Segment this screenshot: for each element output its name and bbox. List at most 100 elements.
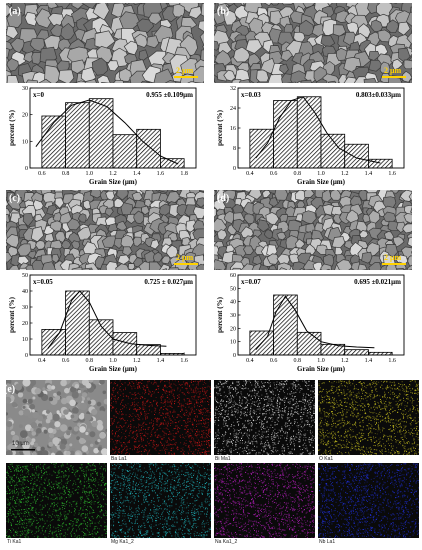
grain <box>293 31 306 43</box>
grain <box>116 190 130 201</box>
histogram-bar <box>160 158 185 169</box>
grain <box>58 69 75 83</box>
grain <box>94 30 116 50</box>
x-tick-label: 1.4 <box>133 171 141 177</box>
histogram-d: 0.4 0.6 0.8 1.0 1.2 1.4 1.6 0 10 20 30 40 50 60 Grain … <box>214 271 412 377</box>
eds-map: 10 μm <box>6 380 107 455</box>
grain <box>6 262 8 270</box>
fit-curve <box>47 290 167 349</box>
composition-label: x=0.07 <box>241 278 261 286</box>
y-tick-label: 10 <box>22 139 28 145</box>
grain <box>161 255 171 265</box>
grain <box>77 213 87 223</box>
grain <box>361 251 373 264</box>
grain <box>159 190 169 193</box>
x-tick-label: 0.6 <box>270 171 278 177</box>
grain <box>178 268 187 270</box>
x-axis-label: Grain Size (μm) <box>89 365 138 373</box>
y-tick-label: 24 <box>230 106 236 112</box>
grain <box>158 203 171 217</box>
histogram-bar <box>344 143 369 169</box>
x-tick-label: 0.8 <box>294 358 302 364</box>
grain <box>6 47 10 61</box>
x-tick-label: 0.6 <box>38 171 46 177</box>
sem-image-b: (b) 2 μm <box>214 3 412 83</box>
grain <box>396 268 405 270</box>
grain <box>263 3 272 7</box>
grain <box>304 269 313 270</box>
grain <box>266 253 280 265</box>
y-tick-label: 0 <box>25 166 28 172</box>
composition-label: x=0.05 <box>33 278 53 286</box>
y-axis-label: percent (%) <box>216 109 224 145</box>
grain <box>27 250 37 260</box>
grain <box>150 239 160 250</box>
grain <box>403 213 412 224</box>
histogram-bar <box>368 158 393 169</box>
grain <box>385 19 399 34</box>
y-tick-label: 10 <box>230 340 236 346</box>
histogram-bar <box>65 290 90 356</box>
grain <box>34 8 53 29</box>
grain <box>199 190 204 192</box>
x-axis-label: Grain Size (μm) <box>297 178 346 186</box>
grain <box>392 236 405 248</box>
x-axis-label: Grain Size (μm) <box>89 178 138 186</box>
histogram-svg: 0.6 0.8 1.0 1.2 1.4 1.6 1.8 0 10 20 30 Grain Size (… <box>8 86 197 186</box>
scale-label: 2 μm <box>384 253 402 262</box>
histogram-bar <box>112 134 138 169</box>
scale-bar <box>174 76 198 78</box>
grain <box>268 197 279 208</box>
eds-element-label: Na Ka1_2 <box>215 539 238 545</box>
grain <box>165 80 177 83</box>
sem-image-a: (a) 2 μm <box>6 3 204 83</box>
histogram-b: 0.4 0.6 0.8 1.0 1.2 1.4 1.6 0 8 16 24 32 Grain Size … <box>214 84 412 190</box>
x-tick-label: 1.2 <box>341 358 349 364</box>
panel-label-c: (c) <box>9 193 21 204</box>
grain <box>286 81 296 83</box>
grain <box>214 50 233 67</box>
eds-map <box>110 463 211 538</box>
y-tick-label: 30 <box>22 305 28 311</box>
grain <box>258 264 270 270</box>
histogram-bar <box>65 102 90 169</box>
grain <box>329 190 342 201</box>
grain <box>410 206 412 214</box>
eds-scale-label: 10 μm <box>12 441 29 447</box>
grain <box>406 264 412 270</box>
grain <box>239 79 251 83</box>
grain <box>43 35 61 50</box>
grain <box>27 190 34 193</box>
histogram-bar <box>273 100 298 169</box>
histogram-c: 0.4 0.6 0.8 1.0 1.2 1.4 1.6 0 10 20 30 40 50 Grain Si… <box>6 271 204 377</box>
histogram-bar <box>249 128 274 169</box>
y-tick-label: 32 <box>230 86 236 92</box>
grain <box>199 31 204 46</box>
grain <box>215 268 222 270</box>
histogram-bar <box>296 96 322 169</box>
grain <box>118 68 132 82</box>
grain <box>304 243 316 256</box>
grain <box>70 190 80 193</box>
grain <box>402 223 412 234</box>
grain <box>214 208 217 218</box>
y-tick-label: 50 <box>230 286 236 292</box>
grain <box>312 261 323 270</box>
x-tick-label: 1.6 <box>388 358 396 364</box>
grain <box>23 51 35 63</box>
grain <box>8 264 20 270</box>
histogram-bar <box>88 319 114 356</box>
grain <box>391 58 404 71</box>
grain <box>24 11 38 27</box>
eds-map <box>214 380 315 455</box>
grain <box>88 269 94 270</box>
grain <box>299 267 305 270</box>
grain <box>6 57 19 72</box>
x-tick-label: 1.4 <box>365 358 373 364</box>
x-tick-label: 1.4 <box>365 171 373 177</box>
grain <box>274 190 289 201</box>
grain <box>235 190 244 192</box>
grain <box>38 78 52 83</box>
x-tick-label: 0.6 <box>62 358 70 364</box>
grain <box>140 80 151 83</box>
